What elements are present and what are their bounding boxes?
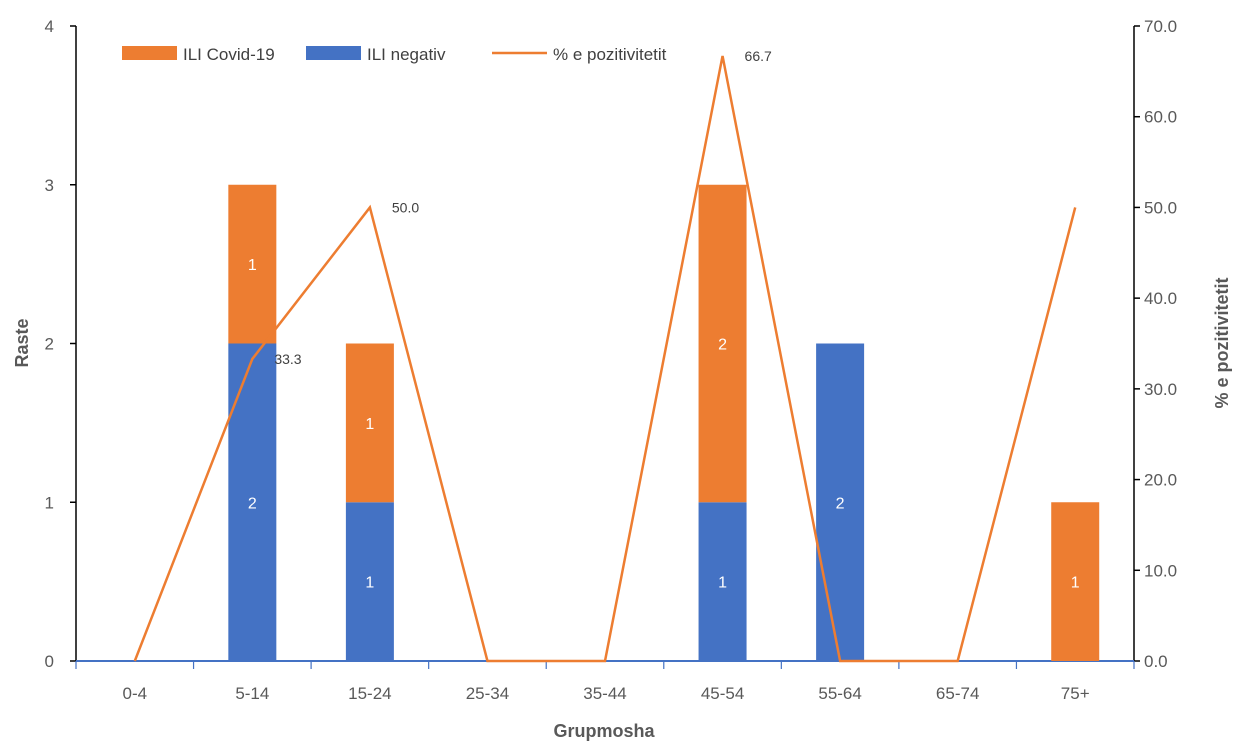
bar-data-label: 1 (1071, 575, 1080, 592)
bar-ili-negativ (345, 502, 394, 661)
y-tick-label: 3 (45, 176, 54, 195)
legend-label-positivity: % e pozitivitetit (553, 45, 667, 64)
y-tick-label: 0 (45, 652, 54, 671)
x-tick-label: 45-54 (701, 684, 744, 703)
x-tick-label: 0-4 (122, 684, 147, 703)
positivity-line (133, 55, 1077, 663)
legend-swatch-covid (122, 46, 177, 60)
x-tick-label: 75+ (1061, 684, 1090, 703)
bar-ili-covid-19 (1051, 502, 1100, 661)
y2-tick-label: 20.0 (1144, 471, 1177, 490)
x-tick-label: 5-14 (235, 684, 269, 703)
x-tick-label: 55-64 (818, 684, 861, 703)
legend-swatch-negativ (306, 46, 361, 60)
y2-tick-label: 0.0 (1144, 652, 1168, 671)
line-data-label: 66.7 (745, 48, 772, 64)
bar-ili-covid-19 (228, 184, 277, 344)
bar-ili-covid-19 (698, 184, 747, 503)
bar-data-label: 1 (718, 575, 727, 592)
x-axis-title: Grupmosha (553, 721, 655, 741)
y-tick-label: 4 (45, 17, 54, 36)
y-axis-title: Raste (12, 318, 32, 367)
y-tick-label: 1 (45, 493, 54, 512)
legend: ILI Covid-19 ILI negativ % e pozitivitet… (122, 45, 667, 64)
line-data-label: 50.0 (392, 199, 419, 215)
x-tick-label: 25-34 (466, 684, 509, 703)
bar-ili-covid-19 (345, 343, 394, 503)
bar-ili-negativ (228, 343, 277, 661)
bar-data-label: 2 (718, 337, 727, 354)
bar-data-label: 1 (365, 416, 374, 433)
y2-tick-label: 40.0 (1144, 289, 1177, 308)
bar-data-label: 1 (365, 575, 374, 592)
y2-tick-label: 30.0 (1144, 380, 1177, 399)
x-tick-label: 35-44 (583, 684, 626, 703)
bars-group (228, 184, 1100, 661)
bar-data-label: 2 (248, 495, 257, 512)
x-tick-label: 65-74 (936, 684, 979, 703)
x-tick-label: 15-24 (348, 684, 391, 703)
bar-data-label: 1 (248, 257, 257, 274)
bar-ili-negativ (816, 343, 865, 661)
y-tick-label: 2 (45, 335, 54, 354)
y2-tick-label: 10.0 (1144, 561, 1177, 580)
y2-tick-label: 70.0 (1144, 17, 1177, 36)
bar-data-label: 2 (836, 495, 845, 512)
y2-tick-label: 50.0 (1144, 198, 1177, 217)
legend-label-negativ: ILI negativ (367, 45, 446, 64)
legend-label-covid: ILI Covid-19 (183, 45, 275, 64)
y2-tick-label: 60.0 (1144, 108, 1177, 127)
line-group (133, 55, 1077, 663)
data-labels-group: 2 1 1 1 1 2 2 1 33.3 50.0 66.7 (248, 48, 1080, 592)
y2-axis-title: % e pozitivitetit (1212, 277, 1232, 408)
line-data-label: 33.3 (274, 351, 301, 367)
bar-ili-negativ (698, 502, 747, 661)
